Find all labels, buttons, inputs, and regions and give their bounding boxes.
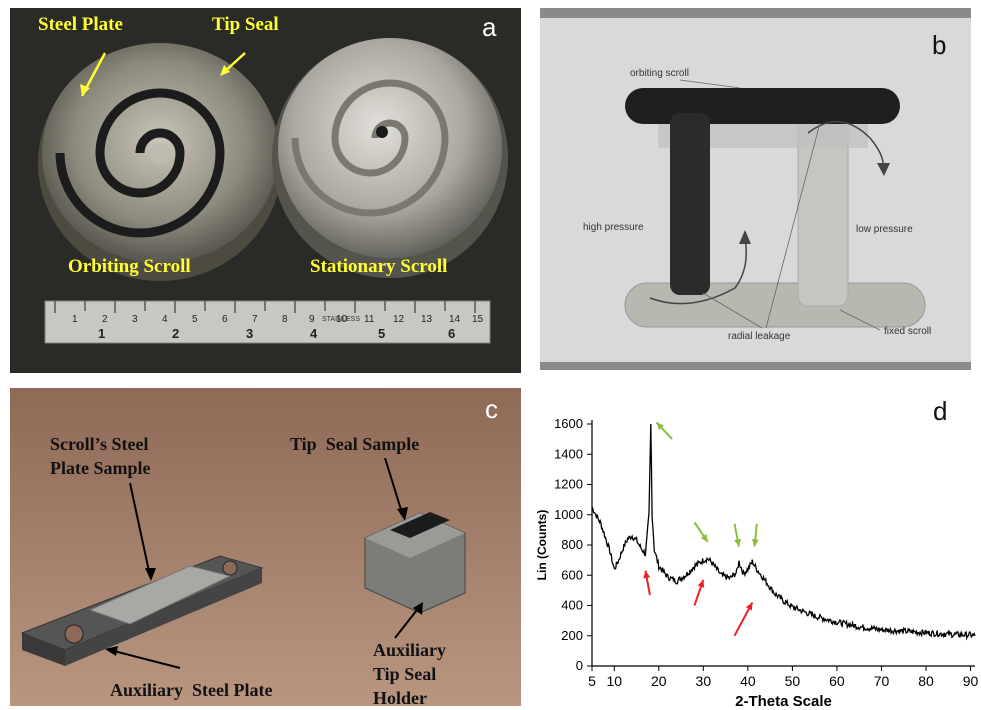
label-low-pressure: low pressure — [856, 224, 913, 235]
orbiting-scroll-bar — [625, 88, 900, 124]
samples-photo-graphic — [10, 388, 521, 706]
x-axis-label: 2-Theta Scale — [735, 693, 832, 710]
label-aux-holder-line1: Auxiliary — [373, 640, 447, 660]
radial-leakage-diagram: orbiting scroll high pressure low pressu… — [540, 8, 971, 370]
scroll-photo-graphic: 1 2 3 4 5 6 7 8 9 10 11 12 13 14 15 1 2 … — [38, 38, 508, 344]
panel-letter-b: b — [932, 30, 947, 60]
panel-letter-c: c — [485, 394, 498, 424]
green-arrow-peak-18-head — [656, 422, 665, 431]
ruler-in-3: 3 — [246, 326, 253, 341]
label-steel-plate-sample-line1: Scroll’s Steel — [50, 434, 149, 454]
red-arrow-hump-17-head — [643, 570, 651, 579]
x-tick-label: 40 — [740, 673, 756, 689]
ruler — [44, 300, 491, 344]
ruler-cm-13: 13 — [421, 314, 433, 325]
y-tick-label: 200 — [561, 628, 583, 643]
label-radial-leakage: radial leakage — [728, 331, 791, 342]
label-stationary-scroll: Stationary Scroll — [310, 256, 448, 277]
x-tick-label: 50 — [785, 673, 801, 689]
label-fixed-scroll: fixed scroll — [884, 326, 931, 337]
label-orbiting-scroll-diagram: orbiting scroll — [630, 68, 689, 79]
ruler-cm-3: 3 — [132, 314, 138, 325]
green-arrow-peak-38-head — [734, 538, 741, 547]
peak-arrows — [643, 421, 759, 637]
ruler-in-6: 6 — [448, 326, 455, 341]
y-tick-label: 1200 — [554, 477, 583, 492]
panel-letter-d: d — [933, 396, 948, 426]
ruler-cm-10: 10 — [336, 314, 348, 325]
x-tick-label: 10 — [606, 673, 622, 689]
y-tick-label: 1600 — [554, 416, 583, 431]
ruler-in-5: 5 — [378, 326, 385, 341]
ruler-cm-8: 8 — [282, 314, 288, 325]
label-orbiting-scroll: Orbiting Scroll — [68, 256, 191, 277]
label-aux-holder-line3: Holder — [373, 688, 427, 706]
ruler-cm-5: 5 — [192, 314, 198, 325]
steel-plate-sample — [88, 565, 232, 625]
y-tick-label: 600 — [561, 567, 583, 582]
ruler-cm-9: 9 — [309, 314, 315, 325]
arrow-plate-sample — [129, 482, 151, 577]
y-tick-label: 1000 — [554, 507, 583, 522]
xrd-chart: 5 10 20 30 40 50 60 70 80 90 0 200 400 600 800 1000 1200… — [535, 416, 979, 710]
chart-axes — [591, 420, 975, 667]
y-tick-label: 0 — [576, 658, 583, 673]
green-arrow-peak-41-head — [751, 539, 759, 547]
x-tick-label: 90 — [963, 673, 979, 689]
panel-b-diagram: orbiting scroll high pressure low pressu… — [540, 8, 971, 370]
panel-d-chart: 5 10 20 30 40 50 60 70 80 90 0 200 400 600 800 1000 1200… — [530, 390, 981, 710]
arrow-aux-plate — [109, 649, 181, 669]
x-tick-label: 30 — [696, 673, 712, 689]
tip-seal-sample — [390, 512, 450, 538]
y-tick-label: 800 — [561, 537, 583, 552]
x-tick-label: 5 — [588, 673, 596, 689]
red-arrow-hump-30-head — [697, 579, 705, 588]
label-aux-holder-line2: Tip Seal — [373, 664, 437, 684]
ruler-cm-12: 12 — [393, 314, 405, 325]
flow-arrow-left — [649, 237, 747, 305]
ruler-brand-text: STAINLESS — [322, 316, 360, 323]
green-arrow-peak-31-head — [700, 534, 708, 542]
flow-arrow-right — [807, 120, 884, 169]
ruler-in-4: 4 — [310, 326, 318, 341]
x-tick-label: 60 — [829, 673, 845, 689]
panel-letter-a: a — [482, 12, 497, 42]
ruler-cm-6: 6 — [222, 314, 228, 325]
orbiting-scroll-wrap — [670, 113, 710, 295]
x-tick-label: 20 — [651, 673, 667, 689]
ruler-cm-7: 7 — [252, 314, 258, 325]
ruler-in-1: 1 — [98, 326, 105, 341]
label-aux-steel-plate: Auxiliary Steel Plate — [110, 680, 273, 700]
ruler-cm-2: 2 — [102, 314, 108, 325]
x-tick-label: 70 — [874, 673, 890, 689]
panel-c-photo: Scroll’s Steel Plate Sample Tip Seal Sam… — [10, 388, 521, 706]
arrow-aux-holder — [394, 605, 421, 639]
label-tip-seal: Tip Seal — [212, 14, 279, 35]
label-high-pressure: high pressure — [583, 222, 644, 233]
ruler-cm-15: 15 — [472, 314, 484, 325]
label-steel-plate: Steel Plate — [38, 14, 123, 35]
chart-ticks: 5 10 20 30 40 50 60 70 80 90 0 200 400 600 800 1000 1200… — [554, 416, 978, 689]
ruler-cm-4: 4 — [162, 314, 168, 325]
ruler-cm-11: 11 — [364, 314, 375, 325]
ruler-cm-14: 14 — [449, 314, 461, 325]
y-tick-label: 1400 — [554, 446, 583, 461]
label-tip-seal-sample: Tip Seal Sample — [290, 434, 420, 454]
ruler-in-2: 2 — [172, 326, 179, 341]
ruler-cm-1: 1 — [72, 314, 78, 325]
y-tick-label: 400 — [561, 598, 583, 613]
x-tick-label: 80 — [918, 673, 934, 689]
red-arrow-hump-41-head — [745, 602, 753, 611]
panel-a-photo: 1 2 3 4 5 6 7 8 9 10 11 12 13 14 15 1 2 … — [10, 8, 521, 373]
label-steel-plate-sample-line2: Plate Sample — [50, 458, 151, 478]
arrow-tip-seal-sample — [384, 457, 404, 517]
series-line — [591, 423, 976, 641]
fixed-scroll-bar — [624, 282, 926, 328]
y-axis-label: Lin (Counts) — [535, 510, 549, 581]
